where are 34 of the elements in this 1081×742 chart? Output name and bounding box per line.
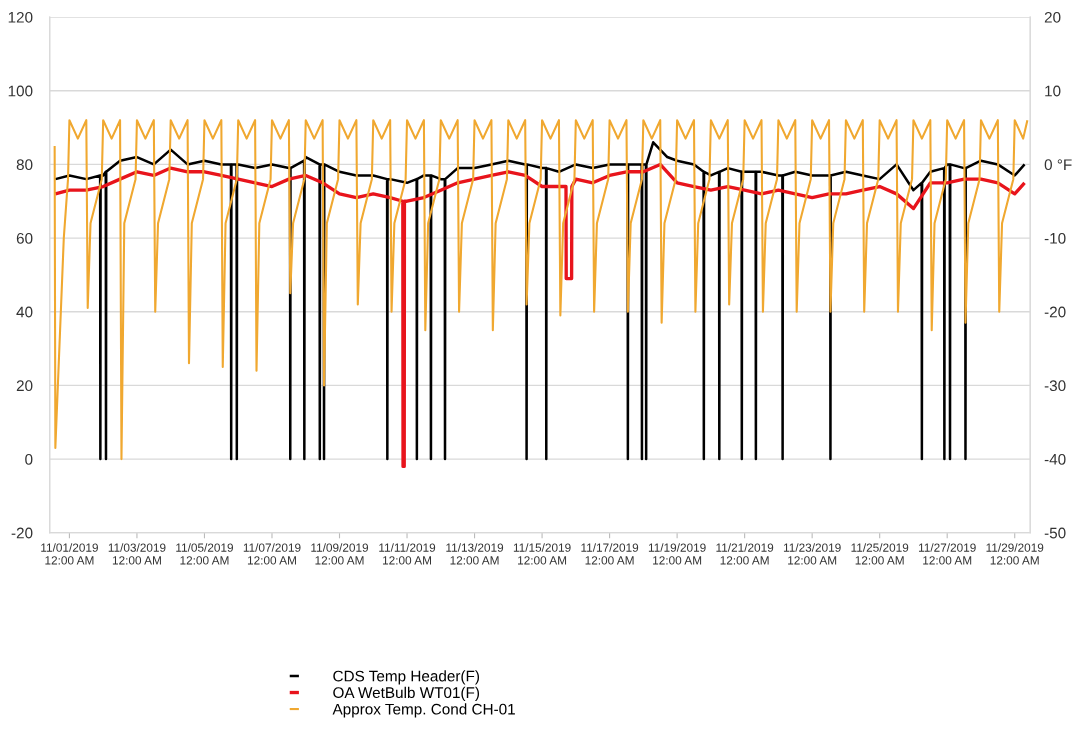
y-tick-label: 100 — [8, 85, 33, 97]
y2-tick-label: -20 — [1044, 306, 1066, 318]
x-tick-label: 11/09/2019 12:00 AM — [311, 543, 369, 565]
y-tick-label: 60 — [16, 232, 33, 244]
legend-label: OA WetBulb WT01(F) — [333, 686, 480, 702]
x-tick-label: 11/07/2019 12:00 AM — [243, 543, 301, 565]
x-tick-label: 11/29/2019 12:00 AM — [986, 543, 1044, 565]
legend-label: CDS Temp Header(F) — [333, 670, 480, 685]
x-tick-label: 11/23/2019 12:00 AM — [783, 543, 841, 565]
x-tick-label: 11/01/2019 12:00 AM — [41, 543, 98, 565]
x-tick-label: 11/11/2019 12:00 AM — [379, 543, 436, 565]
x-tick-label: 11/15/2019 12:00 AM — [513, 543, 571, 565]
x-tick-label: 11/19/2019 12:00 AM — [648, 543, 706, 565]
x-tick-label: 11/21/2019 12:00 AM — [716, 543, 774, 565]
y-tick-label: 80 — [16, 159, 33, 171]
y-tick-label: 120 — [8, 11, 33, 23]
y-tick-label: 20 — [16, 380, 33, 392]
y2-tick-label: 0 °F — [1044, 159, 1072, 171]
y2-tick-label: 20 — [1044, 11, 1061, 23]
y2-tick-label: 10 — [1045, 85, 1061, 97]
x-tick-label: 11/03/2019 12:00 AM — [108, 543, 166, 565]
x-tick-label: 11/13/2019 12:00 AM — [446, 543, 504, 565]
x-tick-label: 11/25/2019 12:00 AM — [851, 543, 909, 565]
y2-tick-label: -40 — [1044, 453, 1066, 465]
y2-tick-label: -30 — [1044, 380, 1066, 392]
y-tick-label: -20 — [11, 527, 33, 539]
y2-tick-label: -10 — [1044, 232, 1066, 244]
x-tick-label: 11/17/2019 12:00 AM — [581, 543, 639, 565]
y-tick-label: 0 — [25, 453, 33, 465]
x-tick-label: 11/05/2019 12:00 AM — [176, 543, 234, 565]
y-tick-label: 40 — [16, 306, 33, 318]
y2-tick-label: -50 — [1044, 527, 1066, 539]
legend-label: Approx Temp. Cond CH-01 — [332, 703, 515, 718]
x-tick-label: 11/27/2019 12:00 AM — [918, 543, 976, 565]
